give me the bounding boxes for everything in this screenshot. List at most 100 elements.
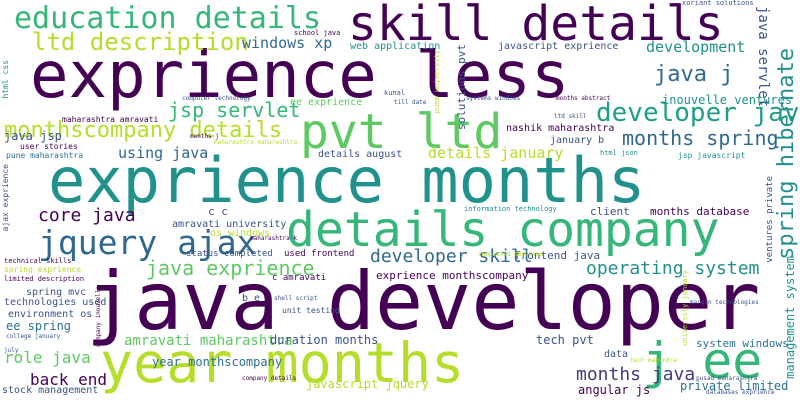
word: client <box>590 205 630 218</box>
word: java j <box>654 62 734 87</box>
word: completed duration <box>478 251 544 258</box>
word: operating system <box>586 258 760 279</box>
word: maharashtra amravati <box>62 115 159 124</box>
word: html json <box>600 149 638 157</box>
word: private limited <box>680 379 789 393</box>
word: university january <box>681 270 689 346</box>
word: year months <box>100 331 465 395</box>
word: jsp servlet <box>168 98 301 122</box>
word: j ee <box>642 332 763 390</box>
word: developer java <box>596 98 800 128</box>
word: computer technology <box>182 95 251 102</box>
word: html css <box>1 60 10 99</box>
word: details august <box>318 149 403 160</box>
word: web application <box>350 41 441 52</box>
word: core java <box>38 205 136 226</box>
word: jquery ajax <box>38 223 257 262</box>
word: used frontend <box>284 249 355 259</box>
word: pvt ltd <box>300 104 503 160</box>
word: ltd skill <box>554 113 587 120</box>
word: company details <box>242 375 297 382</box>
word: development <box>646 38 746 56</box>
word: tech pvt <box>536 333 594 347</box>
word: maharashtra maharashtra <box>214 139 298 146</box>
word: spring hibernate <box>774 48 799 260</box>
word: spring exprience <box>4 265 82 274</box>
word: javascript jquery <box>306 377 429 391</box>
word: pune university <box>433 50 441 114</box>
word: systems windows <box>466 95 521 102</box>
word: spring mvc <box>26 287 87 298</box>
word: system windows <box>696 337 789 350</box>
word: b e <box>242 293 261 304</box>
word: exprience months <box>48 144 646 217</box>
word: data <box>604 349 629 360</box>
word: ltd description <box>32 28 249 56</box>
word: till date <box>394 99 427 106</box>
word: status completed <box>186 249 273 259</box>
word: inouvelle ventures <box>662 93 793 107</box>
word: skill details <box>348 0 724 52</box>
word: java jsp <box>4 129 62 143</box>
word: pune maharashtra <box>6 151 84 160</box>
word: july <box>4 347 19 354</box>
word: ee spring <box>6 319 72 333</box>
word: duration months <box>270 333 379 347</box>
word: angular js <box>578 383 651 397</box>
word: user stories <box>20 142 78 151</box>
word: xoriant solutions <box>682 0 754 7</box>
word: java developer <box>86 255 761 348</box>
word: amravati university <box>172 219 287 230</box>
word: developer skill <box>370 246 533 267</box>
word: c c <box>208 205 228 218</box>
word: javascript exprience <box>498 41 619 52</box>
word: information technology <box>464 205 557 213</box>
word: role java <box>4 348 91 367</box>
word: using java <box>118 144 209 162</box>
word: solutions pvt <box>455 44 468 131</box>
word: technical skills <box>4 257 72 265</box>
word: months database <box>650 205 750 218</box>
word: january b <box>550 135 605 146</box>
word: maharashtra k <box>250 235 297 242</box>
word: java exprience <box>146 256 315 280</box>
word: stock management <box>2 385 99 396</box>
word: pusad maharashtra <box>696 375 758 382</box>
word: monthscompany details <box>4 118 283 143</box>
word: exprience less <box>30 39 570 113</box>
word: tech mahindra <box>630 357 677 364</box>
word: year monthscompany <box>152 355 283 369</box>
word: unit testing <box>282 306 340 315</box>
word: education details <box>14 1 322 36</box>
word: windows xp <box>242 34 333 52</box>
word: shell script <box>274 295 318 302</box>
word: management system <box>783 256 797 379</box>
word: kunal <box>384 89 406 97</box>
word: environment os <box>8 309 93 320</box>
word: months java <box>576 364 696 385</box>
word: technologies used <box>4 297 107 308</box>
word: months j <box>190 133 219 140</box>
word: details january <box>428 144 564 162</box>
word: frontend java <box>514 249 601 262</box>
word: c amravati <box>272 273 327 283</box>
word: os windows <box>210 228 271 239</box>
word: nashik maharashtra <box>506 123 615 134</box>
word: exprience monthscompany <box>376 269 529 282</box>
word: months abstract <box>556 95 611 102</box>
word: ee exprience <box>290 97 363 108</box>
word: ajax exprience <box>1 164 10 232</box>
word: ventures private <box>765 176 775 263</box>
word: limited description <box>4 275 85 283</box>
word: amravati maharashtra <box>124 333 293 349</box>
word: back end <box>30 370 108 389</box>
word: java servlet <box>755 6 771 108</box>
word: school java <box>294 29 341 37</box>
word: databases exprience <box>706 389 775 396</box>
word: details company <box>286 202 720 258</box>
word: jsp javascript <box>678 151 746 160</box>
word: margen technologies <box>690 299 759 306</box>
word: company inouvelle <box>95 286 102 348</box>
word: months spring <box>622 126 779 150</box>
